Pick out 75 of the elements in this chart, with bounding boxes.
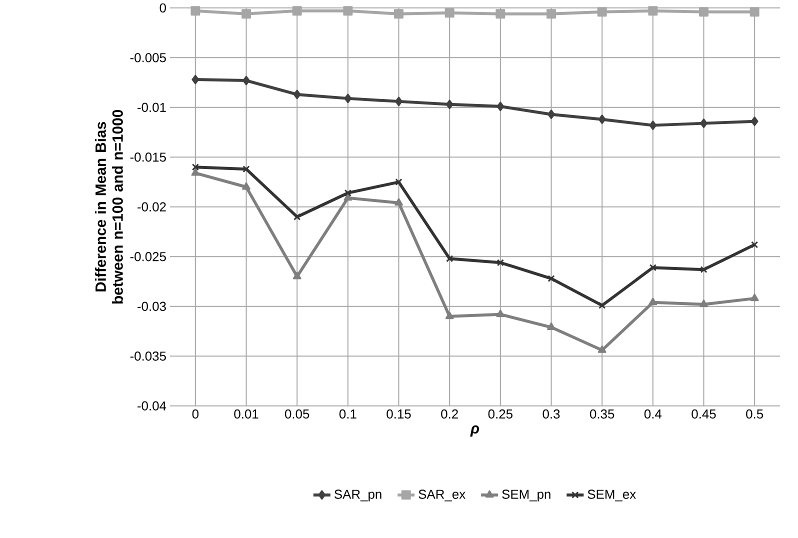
y-tick-label: -0.03 [138,302,166,312]
point [547,322,556,330]
point [597,7,607,17]
x-tick-label: 0.45 [692,409,716,419]
point [192,74,200,84]
point [191,168,200,176]
legend-label: SEM_ex [588,490,636,502]
point [395,178,402,186]
point [444,8,454,18]
x-tick-label: 0.35 [590,409,614,419]
point [546,9,556,19]
point [190,6,200,16]
x-tick-label: 0.4 [644,409,662,419]
point [496,259,504,266]
point [548,275,555,282]
point [648,6,658,16]
point [496,310,505,318]
x-tick-label: 0.25 [488,409,512,419]
y-tick-label: -0.01 [138,102,166,112]
y-tick-label: -0.035 [130,352,166,361]
point [648,298,658,306]
point [394,198,403,206]
x-tick-label: 0.2 [441,409,458,419]
x-tick-label: 0.3 [542,409,560,419]
y-tick-label: -0.025 [130,252,166,262]
y-tick-label: -0.015 [130,152,166,162]
y-axis-title: Difference in Mean Bias between n=100 and n=1000 [95,110,123,304]
point [344,94,352,104]
point [242,9,251,19]
y-tick-label: -0.005 [130,53,166,62]
point [598,302,606,310]
point [446,255,454,262]
legend-label: SAR_pn [334,490,382,502]
point [750,116,758,126]
point [598,345,606,353]
point [394,9,404,19]
x-tick-label: 0 [192,409,199,419]
point [292,6,302,16]
point [292,272,302,280]
point [344,193,352,201]
point [496,9,506,19]
point [700,300,708,308]
point [343,6,353,16]
x-tick-label: 0.05 [284,409,310,419]
point [699,7,708,17]
y-tick-label: 0 [160,3,166,13]
point [445,312,454,320]
point [750,294,759,302]
x-tick-label: 0.15 [386,409,411,419]
legend-label: SEM_pn [502,490,550,502]
legend-label: SAR_ex [418,490,466,502]
point [751,241,758,248]
point [192,164,199,171]
point [649,120,657,130]
y-tick-label: -0.02 [138,202,166,212]
point [242,182,250,190]
x-tick-label: 0.01 [234,409,258,419]
point [548,110,555,120]
y-tick-label: -0.04 [138,401,166,411]
point [598,114,606,124]
point [344,189,352,197]
x-tick-label: 0.5 [746,409,764,419]
point [496,102,504,112]
point [293,90,301,100]
point [446,100,454,110]
x-tick-label: 0.1 [339,409,356,419]
point [242,76,250,86]
point [242,166,250,173]
point [649,264,656,272]
point [750,7,760,17]
point [700,266,708,274]
point [294,213,301,220]
point [700,118,708,128]
point [395,96,402,106]
x-axis-title: ρ [470,425,480,437]
